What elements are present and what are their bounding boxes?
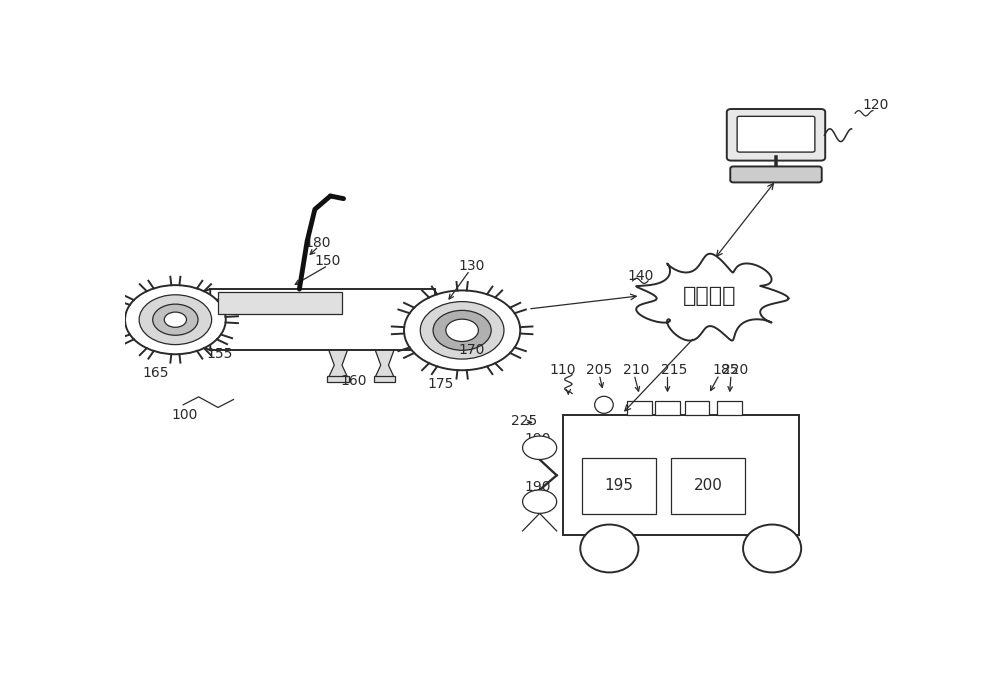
Ellipse shape [743,524,801,572]
Text: 120: 120 [863,98,889,112]
Text: 160: 160 [340,374,367,388]
Text: 155: 155 [206,348,233,361]
Text: 200: 200 [694,478,723,493]
Polygon shape [329,350,347,377]
Circle shape [523,436,557,460]
FancyBboxPatch shape [327,376,349,382]
FancyBboxPatch shape [717,401,742,415]
Text: 130: 130 [458,260,485,274]
FancyBboxPatch shape [374,376,395,382]
Text: 165: 165 [142,366,169,380]
Circle shape [433,310,491,350]
Ellipse shape [595,397,613,413]
Polygon shape [636,254,788,341]
Text: 205: 205 [586,363,612,377]
Text: 150: 150 [315,254,341,268]
FancyBboxPatch shape [685,401,709,415]
Text: 通信网络: 通信网络 [683,286,737,305]
Circle shape [164,312,186,328]
FancyBboxPatch shape [563,415,799,536]
Text: 220: 220 [722,363,748,377]
FancyBboxPatch shape [582,458,656,514]
Text: 190: 190 [525,433,551,446]
FancyBboxPatch shape [737,116,815,152]
Circle shape [125,285,226,354]
Circle shape [446,319,478,341]
Text: 210: 210 [623,363,650,377]
Circle shape [153,304,198,335]
Circle shape [420,301,504,359]
Text: 180: 180 [305,236,331,249]
Text: 110: 110 [550,363,576,377]
Text: 215: 215 [661,363,688,377]
Text: 185: 185 [712,363,739,377]
Text: 170: 170 [458,343,485,357]
FancyBboxPatch shape [218,292,342,314]
Polygon shape [375,350,394,377]
Text: 195: 195 [605,478,634,493]
Text: 195: 195 [605,478,634,493]
FancyBboxPatch shape [730,167,822,182]
Circle shape [404,290,520,370]
Text: 100: 100 [172,408,198,422]
FancyBboxPatch shape [727,109,825,160]
Text: 225: 225 [511,414,537,428]
Text: 140: 140 [627,269,654,283]
Text: 190: 190 [525,480,551,494]
Text: 200: 200 [694,478,723,493]
FancyBboxPatch shape [655,401,680,415]
FancyBboxPatch shape [627,401,652,415]
Polygon shape [179,289,210,350]
Circle shape [139,295,212,345]
Circle shape [523,490,557,513]
FancyBboxPatch shape [671,458,745,514]
Ellipse shape [580,524,638,572]
FancyBboxPatch shape [210,289,435,350]
Text: 175: 175 [427,377,454,391]
